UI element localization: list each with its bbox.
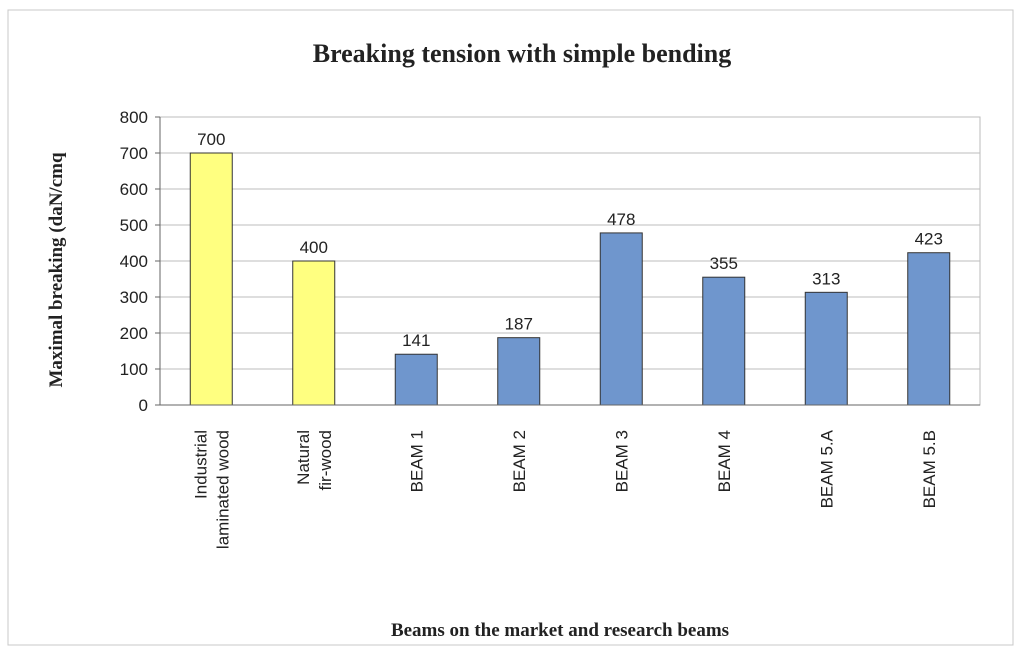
data-label: 141: [402, 331, 430, 350]
data-label: 423: [915, 230, 943, 249]
bar: [189, 152, 233, 406]
data-label: 313: [812, 269, 840, 288]
data-label: 355: [710, 254, 738, 273]
y-tick-label: 700: [120, 144, 148, 163]
chart-title: Breaking tension with simple bending: [313, 39, 732, 68]
y-tick-label: 600: [120, 180, 148, 199]
data-label: 187: [505, 315, 533, 334]
bar: [599, 232, 643, 406]
bar: [394, 353, 438, 406]
y-tick-label: 300: [120, 288, 148, 307]
x-tick-label: BEAM 1: [407, 430, 426, 492]
bar: [702, 276, 746, 406]
data-label: 478: [607, 210, 635, 229]
bar: [804, 291, 848, 406]
bar: [292, 260, 336, 406]
x-tick-label: BEAM 3: [612, 430, 631, 492]
x-axis-label: Beams on the market and research beams: [391, 620, 729, 641]
y-tick-label: 500: [120, 216, 148, 235]
y-tick-label: 200: [120, 324, 148, 343]
y-axis-label: Maximal breaking (daN/cmq: [46, 152, 67, 387]
y-tick-label: 100: [120, 360, 148, 379]
x-tick-label: BEAM 2: [510, 430, 529, 492]
x-tick-label: Industrial laminated wood: [191, 430, 232, 549]
bar: [907, 252, 951, 406]
x-tick-label: BEAM 5.B: [920, 430, 939, 508]
y-tick-label: 400: [120, 252, 148, 271]
x-tick-label: BEAM 4: [715, 430, 734, 492]
y-tick-label: 800: [120, 108, 148, 127]
x-tick-label: Natural fir-wood: [294, 430, 335, 490]
data-label: 700: [197, 130, 225, 149]
y-tick-label: 0: [139, 396, 148, 415]
x-tick-label: BEAM 5.A: [817, 429, 836, 508]
bar: [497, 337, 541, 406]
data-label: 400: [300, 238, 328, 257]
